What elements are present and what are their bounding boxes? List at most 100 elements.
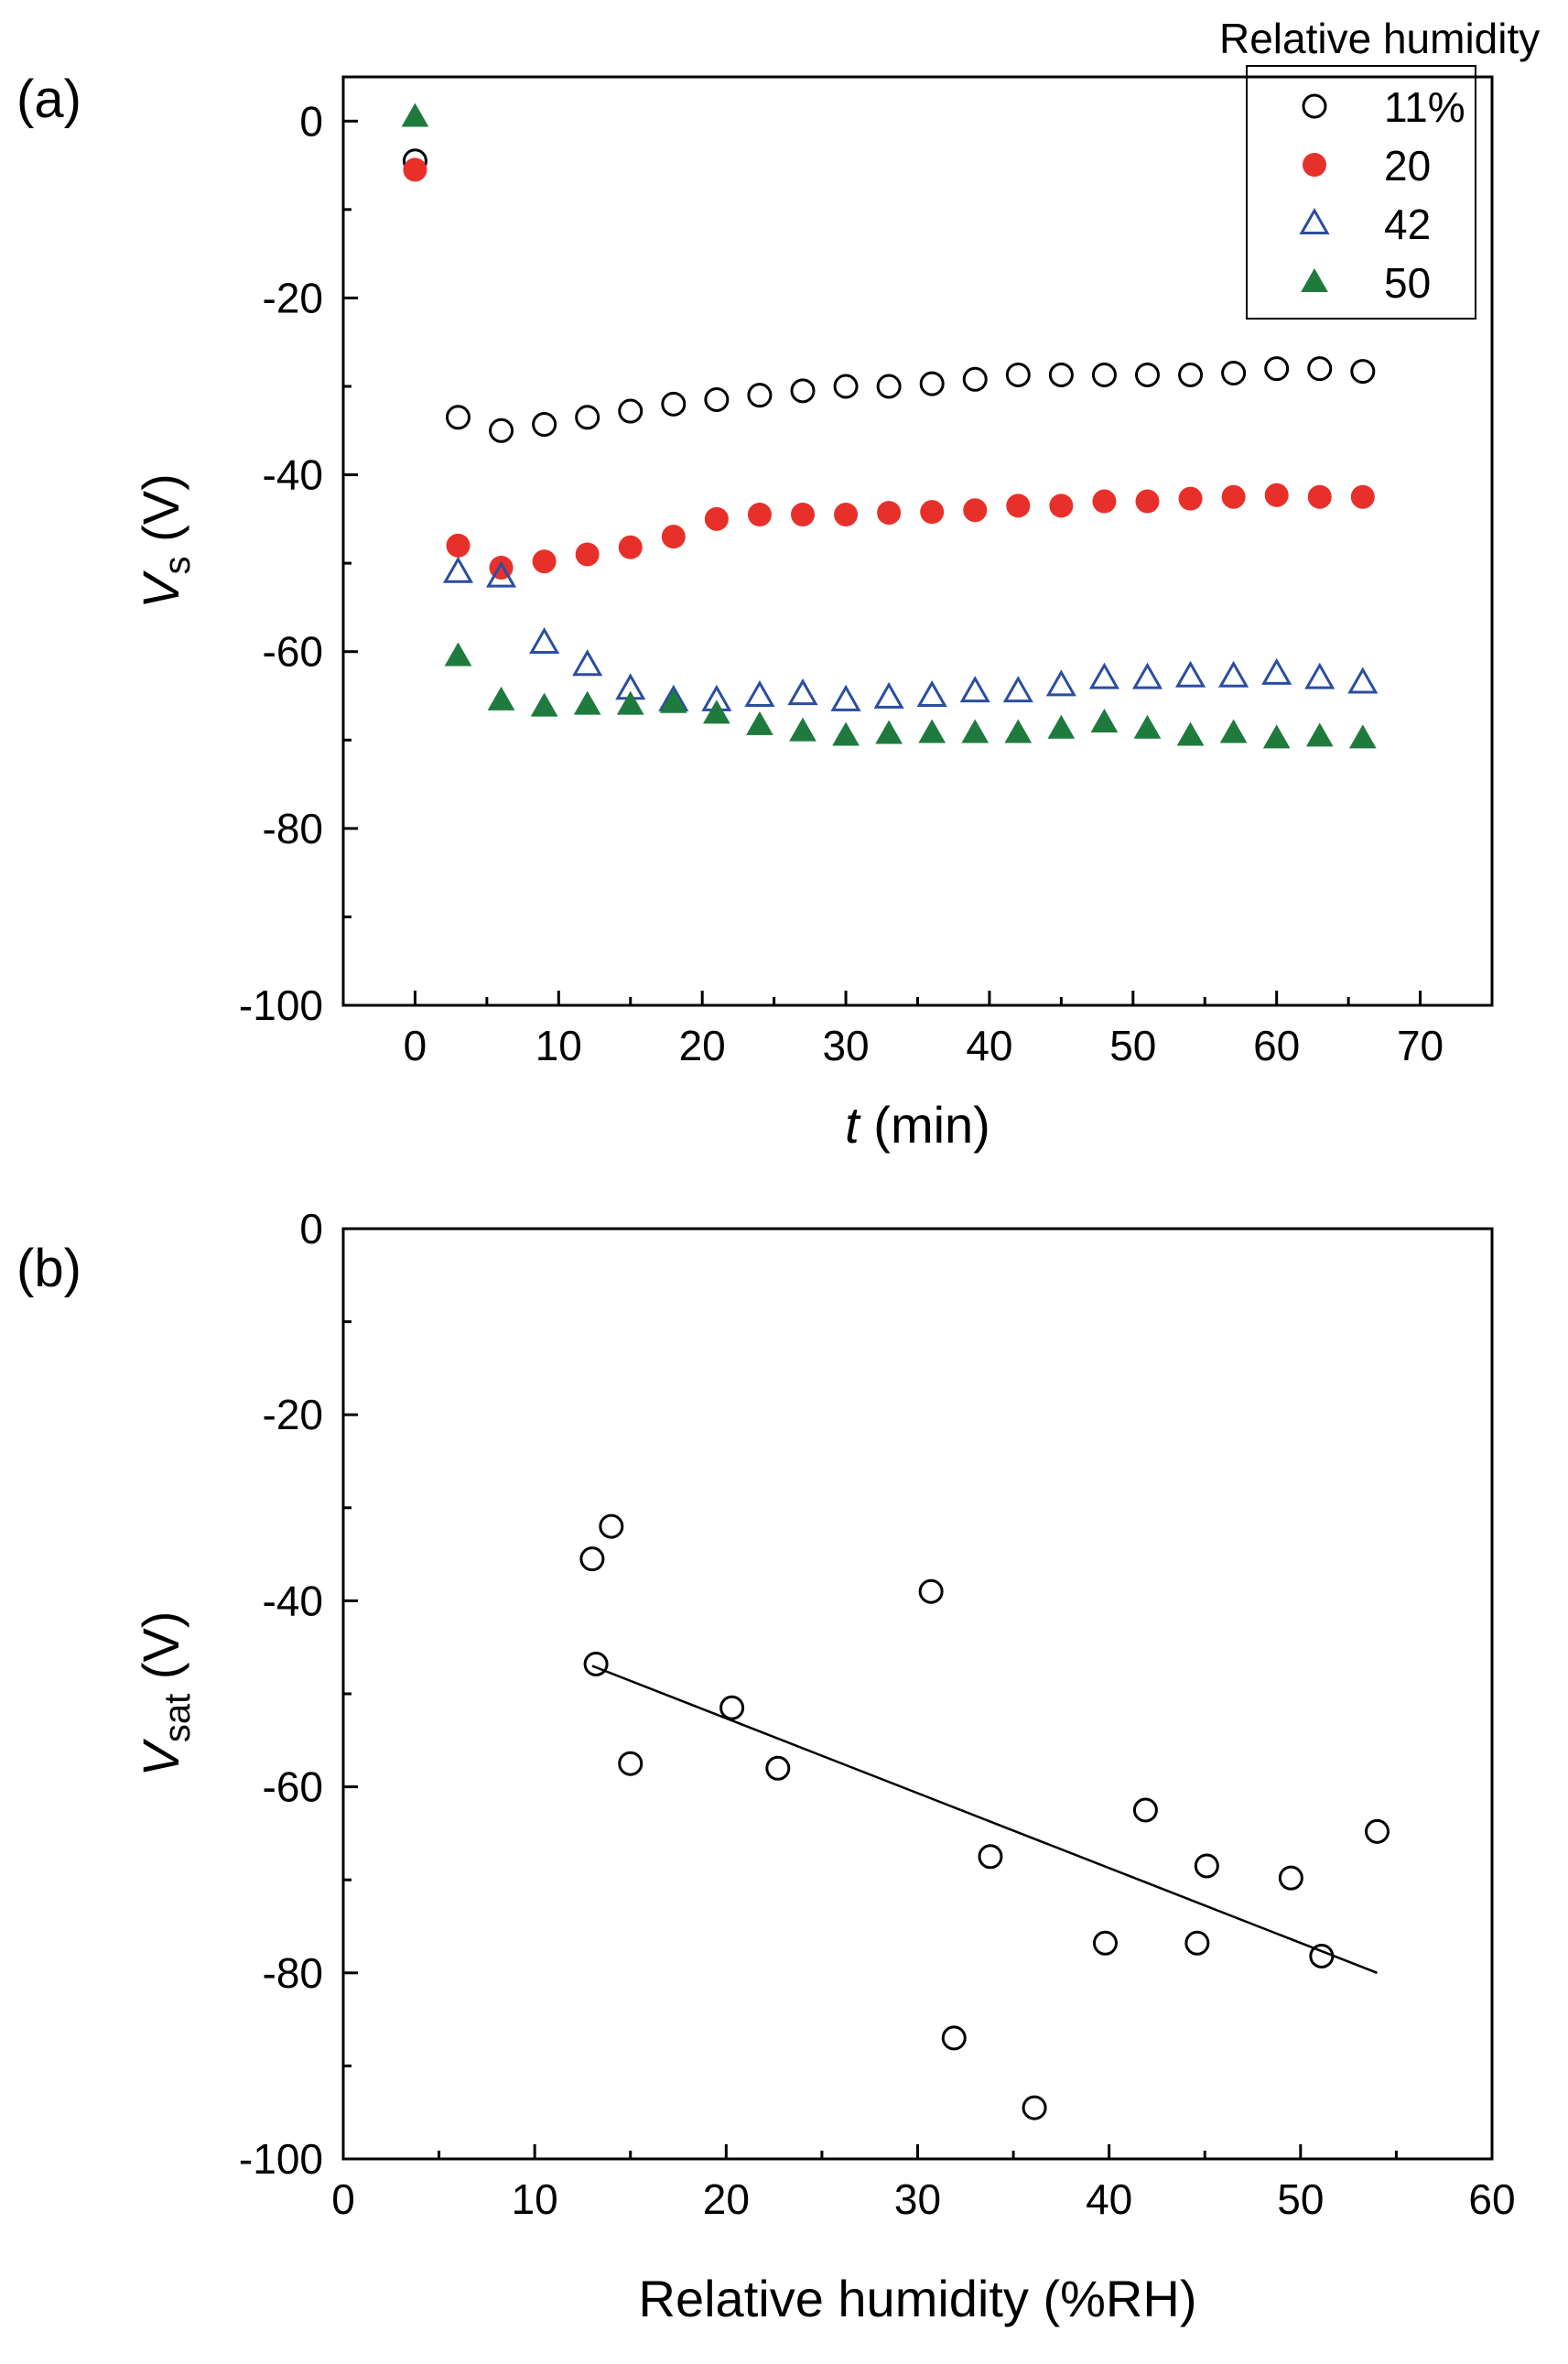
panel-a-plot-frame [341, 75, 1494, 1007]
x-tick-label: 50 [1109, 1022, 1156, 1069]
panel-a-label: (a) [16, 70, 81, 129]
panel-a-data-marks [401, 103, 1379, 749]
data-point-11 [919, 371, 945, 396]
legend-entry-label: 20 [1384, 142, 1431, 190]
data-point-50 [832, 721, 860, 746]
y-tick-label: -80 [263, 1949, 323, 1997]
data-point-data [941, 2025, 967, 2051]
data-point-20 [877, 501, 902, 526]
y-tick-label: -80 [263, 805, 323, 852]
data-point-11 [747, 383, 773, 408]
data-point-42 [1218, 660, 1249, 688]
panel-b-x-axis-label: Relative humidity (%RH) [639, 2270, 1197, 2327]
data-point-11 [833, 374, 859, 399]
panel-a-y-axis-label-subscript: s [157, 556, 198, 574]
panel-a-y-axis-label: Vs (V) [132, 473, 198, 609]
data-point-20 [661, 525, 686, 549]
data-point-11 [1091, 362, 1117, 387]
data-point-42 [873, 681, 904, 709]
y-tick-label: -40 [263, 451, 323, 499]
panel-a-y-axis-label-unit: (V) [132, 473, 189, 556]
data-point-50 [1219, 719, 1248, 743]
legend-box [1246, 65, 1476, 320]
data-point-50 [1305, 722, 1334, 747]
panel-b-label: (b) [16, 1239, 81, 1298]
data-point-11 [704, 386, 730, 412]
y-tick-label: -20 [263, 274, 323, 321]
legend-title: Relative humidity [1219, 15, 1540, 62]
panel-b-y-axis-label-symbol: V [132, 1738, 189, 1776]
legend-marker-11 [1302, 93, 1327, 119]
data-point-20 [618, 535, 643, 559]
data-point-20 [446, 533, 470, 558]
data-point-42 [916, 679, 947, 707]
legend-entry-label: 11% [1384, 83, 1465, 131]
data-point-20 [704, 506, 729, 531]
data-point-20 [1307, 484, 1332, 509]
x-tick-label: 10 [535, 1022, 582, 1069]
panel-a-y-axis-label-symbol: V [132, 570, 189, 609]
x-tick-label: 50 [1277, 2175, 1324, 2223]
x-tick-label: 20 [703, 2175, 750, 2223]
data-point-50 [961, 719, 989, 743]
data-point-50 [444, 642, 472, 667]
data-point-20 [920, 500, 945, 525]
data-point-50 [789, 717, 816, 742]
y-tick-label: -100 [239, 981, 323, 1029]
data-point-50 [703, 699, 730, 724]
x-tick-label: 60 [1468, 2175, 1515, 2223]
panel-b-y-axis-label: Vsat (V) [132, 1611, 198, 1777]
data-point-50 [616, 690, 644, 715]
x-tick-label: 30 [894, 2175, 941, 2223]
data-point-data [978, 1844, 1003, 1870]
data-point-data [1194, 1853, 1219, 1879]
legend-items: 11% 20 42 50 [1299, 83, 1465, 307]
panel-a-x-axis-label-symbol: t [845, 1096, 861, 1154]
panel-a-x-axis-label-unit: (min) [860, 1096, 990, 1154]
data-point-50 [1090, 708, 1119, 732]
data-point-data [1365, 1818, 1390, 1844]
data-point-42 [1304, 662, 1336, 689]
data-point-data [719, 1695, 745, 1720]
data-point-data [579, 1546, 605, 1572]
data-point-42 [1088, 662, 1120, 689]
data-point-11 [446, 405, 470, 430]
panel-a-x-axis-label: t (min) [845, 1096, 990, 1154]
data-point-20 [963, 498, 988, 523]
y-tick-label: -60 [263, 628, 323, 676]
data-point-50 [1133, 714, 1162, 739]
panel-b-chart: (b) 0 10 20 30 40 50 60 0 -20 -40 -60 -80 -100 Relat… [16, 1205, 1516, 2327]
data-point-20 [1135, 489, 1160, 514]
data-point-11 [618, 398, 643, 424]
data-point-50 [746, 710, 773, 735]
panel-b-plot-frame [341, 1227, 1494, 2161]
data-point-data [1092, 1930, 1118, 1956]
legend-marker-42 [1299, 207, 1330, 234]
data-point-42 [787, 678, 818, 706]
data-point-50 [659, 689, 687, 713]
data-point-data [765, 1755, 791, 1781]
panel-b-data-marks [579, 1513, 1390, 2120]
x-tick-label: 10 [512, 2175, 558, 2223]
data-point-50 [1262, 724, 1291, 749]
data-point-50 [530, 692, 558, 717]
x-tick-label: 40 [1086, 2175, 1132, 2223]
data-point-50 [487, 686, 515, 710]
data-point-data [583, 1651, 609, 1676]
data-point-20 [1264, 483, 1289, 507]
data-point-11 [532, 412, 557, 438]
legend-entry-label: 42 [1384, 201, 1431, 248]
data-point-42 [1174, 660, 1206, 688]
data-point-11 [1350, 359, 1376, 385]
data-point-50 [1047, 714, 1076, 739]
data-point-42 [1045, 669, 1076, 697]
legend-marker-50 [1301, 267, 1328, 292]
data-point-50 [1348, 724, 1377, 749]
x-tick-label: 0 [404, 1022, 427, 1069]
y-tick-label: -20 [263, 1391, 323, 1438]
data-point-42 [1347, 667, 1379, 694]
data-point-42 [485, 560, 517, 588]
data-point-11 [489, 417, 514, 443]
data-point-42 [744, 679, 775, 707]
